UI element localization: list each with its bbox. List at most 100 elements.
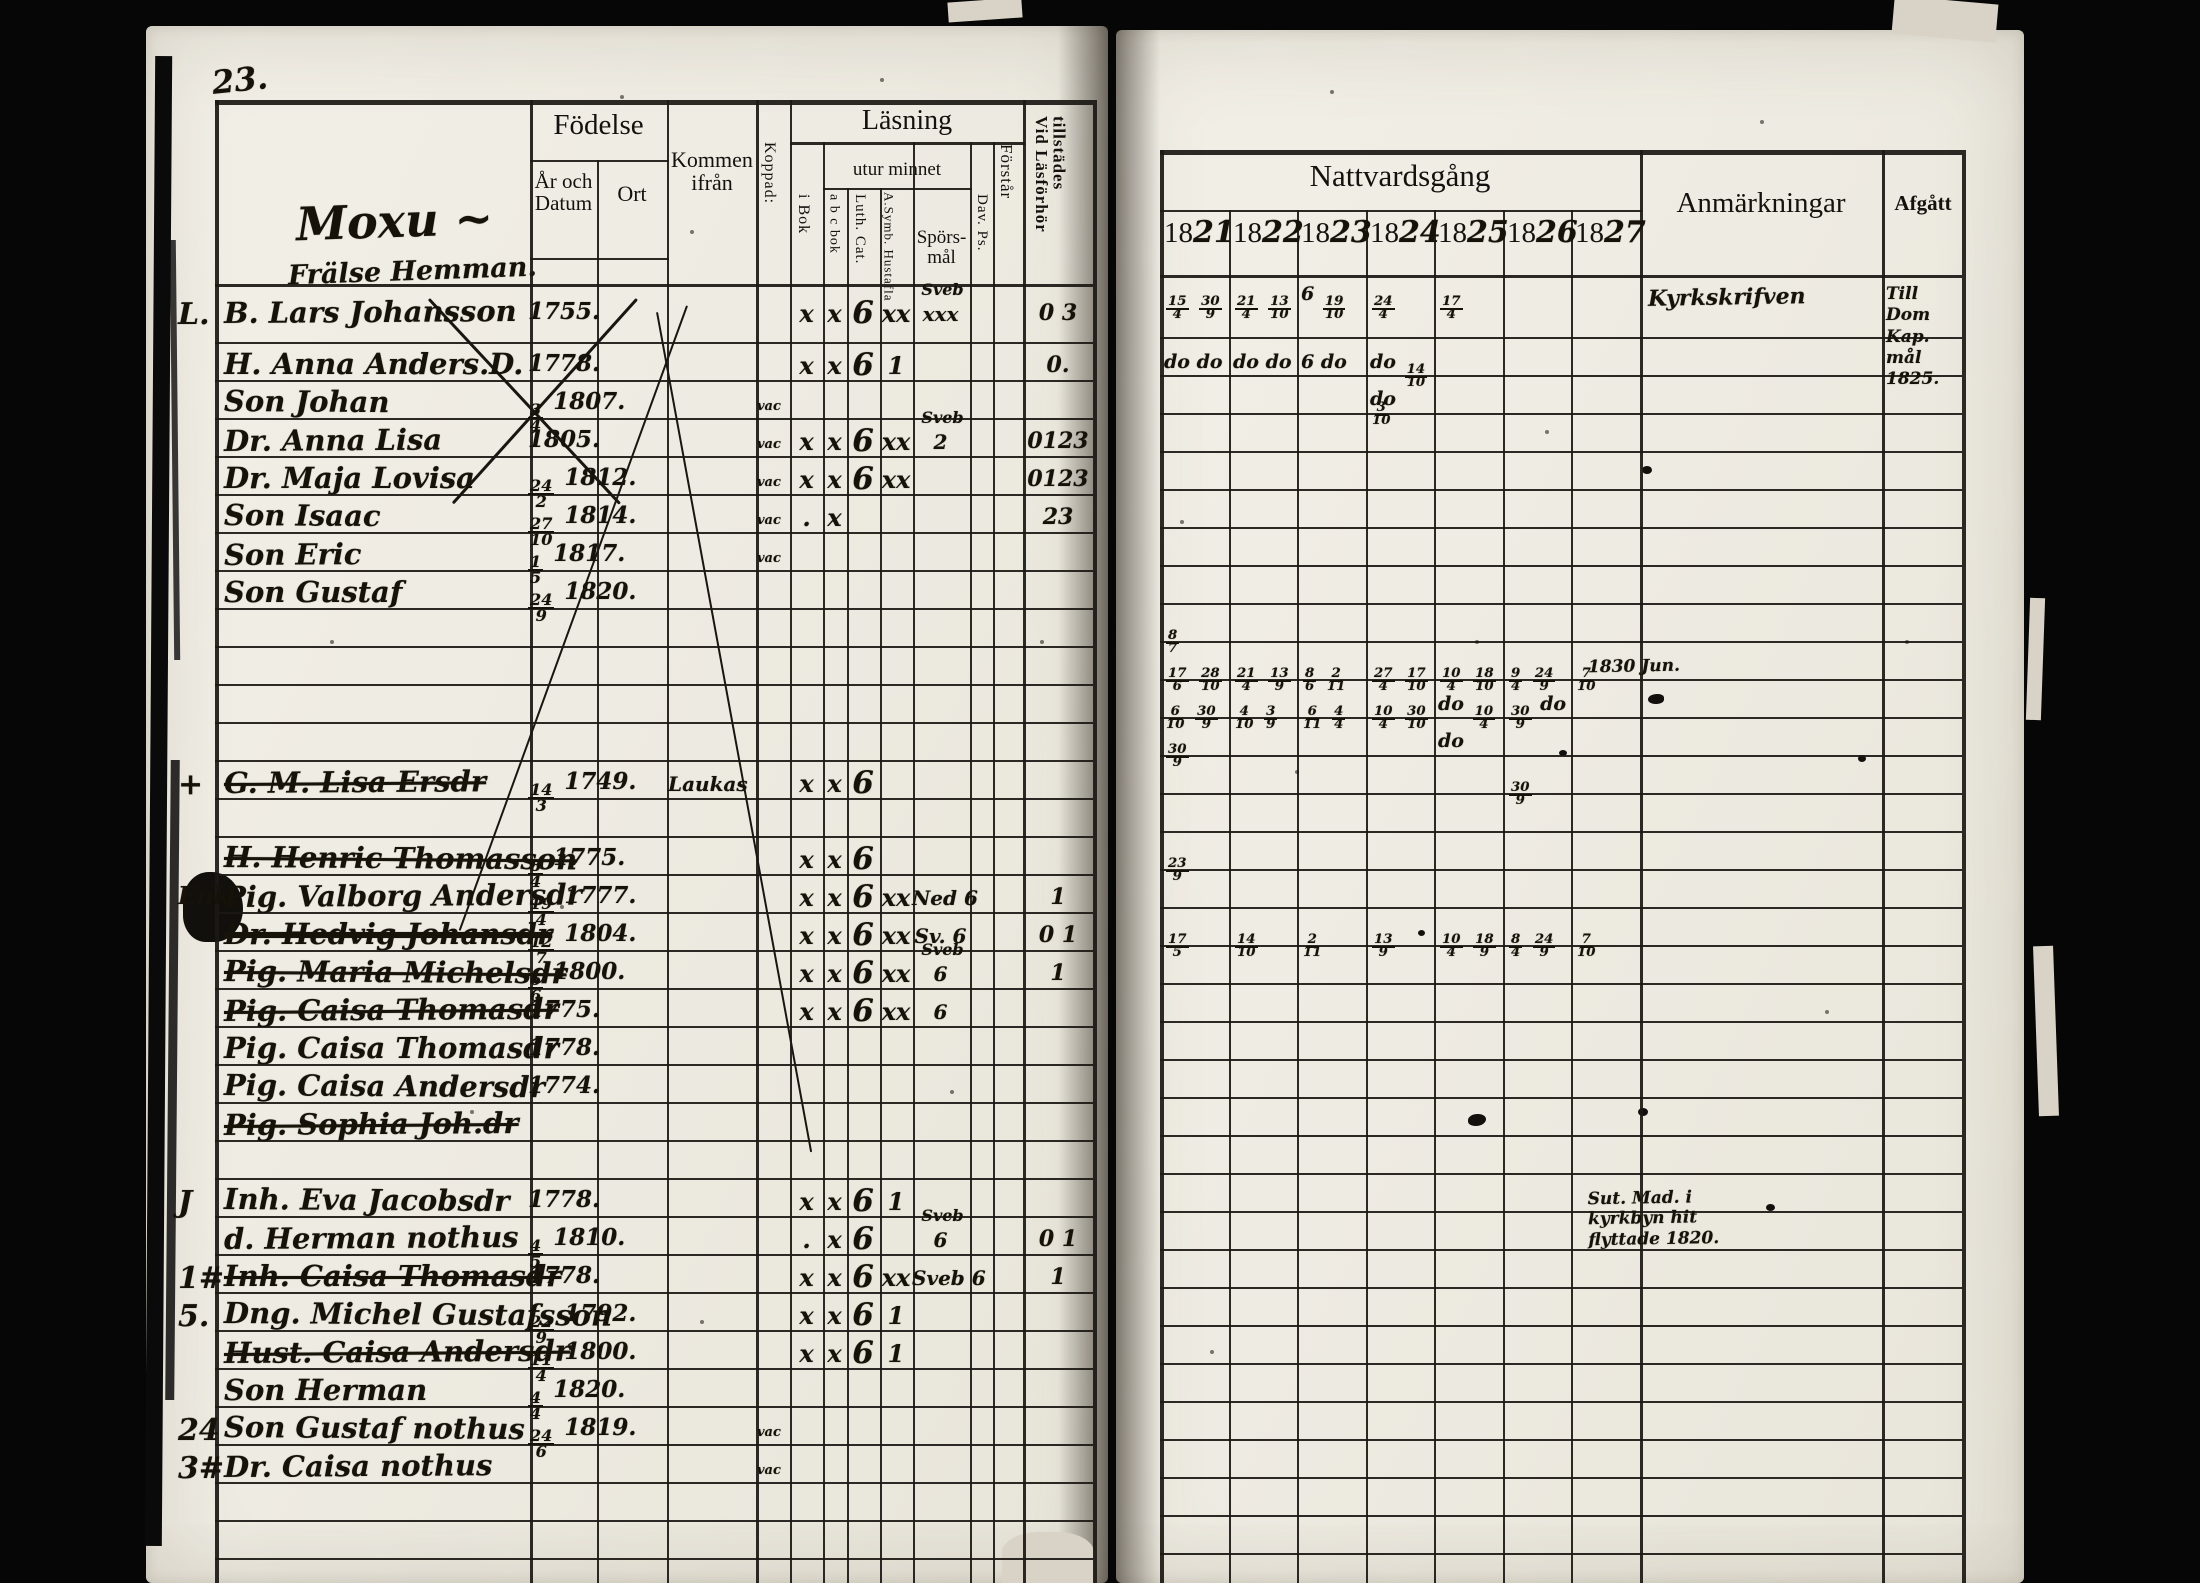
grid-line (530, 100, 533, 1583)
grid-line (215, 380, 1093, 382)
speck (330, 640, 334, 644)
speck (1905, 640, 1909, 644)
remark-note: 1830 Jun. (1587, 655, 1681, 678)
header-utur-minnet: utur minnet (852, 159, 942, 180)
grid-line (1229, 210, 1231, 1583)
birth-date: 24 6 1819. (528, 1414, 637, 1461)
speck (1180, 520, 1184, 524)
reading-mark-bok: x (799, 1301, 814, 1330)
birth-date: 1805. (527, 426, 601, 453)
reading-mark-sporsmal: 2 (933, 430, 948, 454)
grid-line (215, 836, 1093, 838)
reading-mark-sporsmal: Ned 6 (912, 886, 978, 910)
entry-name: Pig. Valborg Andersdr (223, 877, 582, 915)
grid-line (215, 950, 1093, 952)
speck (950, 1090, 954, 1094)
communion-entry: 21 4 13 10 (1235, 294, 1291, 323)
communion-entry: 15 4 30 9 (1166, 294, 1222, 323)
speck (1330, 90, 1334, 94)
grid-line (1160, 337, 1962, 339)
grid-line (215, 1444, 1093, 1446)
grid-line (1160, 1515, 1962, 1517)
birth-date: 19 4 1777. (528, 882, 637, 929)
communion-entry: 10 4 18 10 (1440, 666, 1496, 695)
koppad-mark: vac (757, 475, 781, 490)
koppad-mark: vac (757, 399, 781, 414)
reading-mark-abc: x (827, 845, 842, 874)
entry-name: Son Isaac (223, 497, 381, 534)
reading-mark-abc: x (827, 503, 842, 532)
grid-line (667, 100, 669, 1583)
forhor-mark: 0123 (1027, 466, 1089, 492)
reading-mark-sporsmal: Sv. 6 (914, 924, 967, 948)
header-afgatt: Afgått (1894, 191, 1952, 215)
birth-date: 24 9 1820. (528, 578, 637, 625)
communion-entry: 6 10 30 9 (1166, 704, 1218, 733)
communion-entry: do 10 4 do (1438, 693, 1496, 753)
grid-line (215, 722, 1093, 724)
grid-line (215, 1330, 1093, 1332)
speck (1475, 640, 1479, 644)
reading-mark-bok: x (799, 465, 814, 494)
grid-line (790, 100, 792, 1583)
entry-name: Dr. Caisa nothus (223, 1448, 493, 1485)
reading-mark-bok: x (799, 427, 814, 456)
grid-line (1160, 603, 1962, 605)
reading-mark-bok: x (799, 959, 814, 988)
margin-mark: L. (178, 297, 210, 332)
communion-entry: 10 4 30 10 (1372, 704, 1428, 733)
reading-mark-symb: xx (881, 299, 911, 328)
reading-note: Sveb (921, 408, 964, 427)
header-sporsmal: Spörs- mål (916, 227, 967, 268)
grid-line (1160, 150, 1164, 1583)
entry-name: Son Gustaf (224, 575, 403, 609)
grid-line (1160, 565, 1962, 567)
communion-entry: 30 9 (1509, 780, 1532, 809)
ink-blot (1468, 1114, 1486, 1126)
grid-line (1160, 679, 1962, 681)
reading-mark-symb: xx (881, 427, 911, 456)
reading-mark-sporsmal: 6 (933, 1228, 948, 1252)
forhor-mark: 0123 (1027, 428, 1089, 454)
reading-mark-bok: x (799, 769, 814, 798)
reading-mark-abc: x (827, 997, 842, 1026)
grid-line (1160, 1211, 1962, 1213)
reading-mark-abc: x (827, 921, 842, 950)
koppad-mark: vac (757, 513, 781, 528)
remark-note: Kyrkskrifven (1647, 283, 1806, 312)
birth-date: 1755. (527, 298, 601, 325)
reading-mark-abc: x (827, 351, 842, 380)
reading-mark-bok: x (799, 921, 814, 950)
grid-line (1160, 1135, 1962, 1137)
header-fodelse: Födelse (553, 109, 644, 141)
grid-line (215, 874, 1093, 876)
grid-line (1160, 1325, 1962, 1327)
paper-scrap (947, 0, 1023, 23)
reading-mark-cat: 6 (852, 879, 874, 915)
grid-line (215, 1026, 1093, 1028)
grid-line (1160, 275, 1962, 278)
grid-line (215, 100, 219, 1583)
grid-line (1160, 413, 1962, 415)
reading-mark-cat: 6 (852, 295, 874, 331)
reading-note: Sveb (921, 1206, 964, 1225)
reading-mark-abc: x (827, 769, 842, 798)
communion-entry: do do (1233, 351, 1292, 373)
grid-line (1640, 150, 1643, 1583)
speck (1545, 430, 1549, 434)
grid-line (756, 100, 759, 1583)
birth-date: 1778. (527, 1186, 601, 1213)
reading-mark-bok: . (802, 503, 811, 532)
reading-mark-bok: x (799, 1187, 814, 1216)
grid-line (1297, 210, 1299, 1583)
header-lasning: Läsning (861, 105, 953, 136)
speck (880, 78, 884, 82)
header-vid-lasforhor: Vid Läsförhör tillstädes (1031, 116, 1069, 233)
reading-mark-abc: x (827, 1225, 842, 1254)
grid-line (1503, 210, 1505, 1583)
reading-mark-sporsmal: 6 (933, 1000, 948, 1024)
